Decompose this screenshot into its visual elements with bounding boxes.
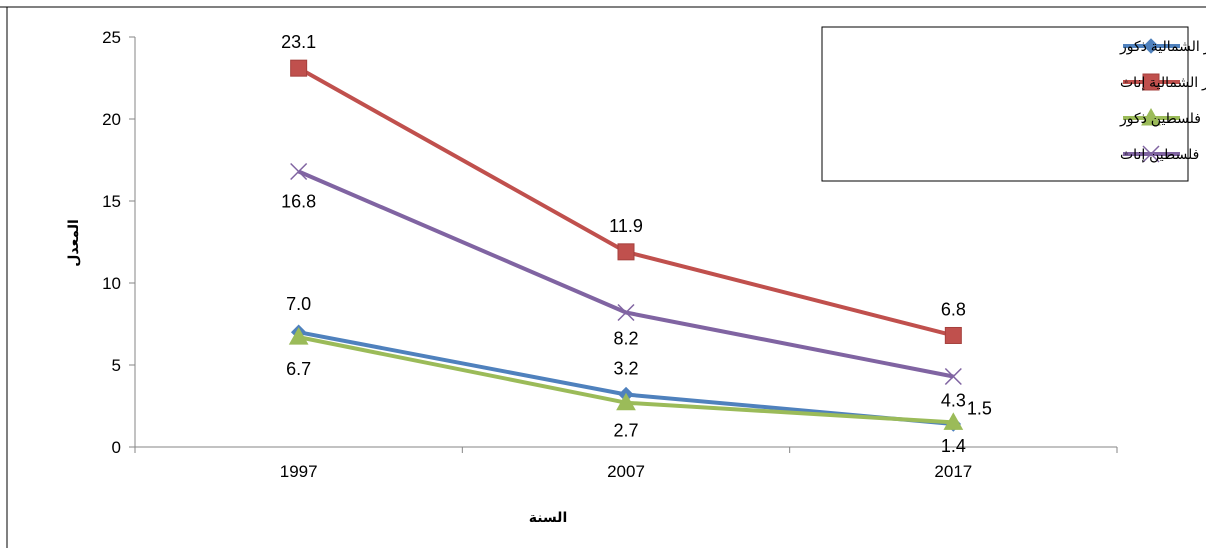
data-label: 4.3 xyxy=(941,390,966,410)
legend-entry-label: فلسطين ذكور xyxy=(1119,110,1201,127)
x-tick-label: 2017 xyxy=(934,462,972,481)
data-label: 1.5 xyxy=(967,398,992,418)
y-tick-label: 10 xyxy=(102,274,121,293)
series-2-point-0 xyxy=(290,328,308,344)
data-label: 7.0 xyxy=(286,294,311,314)
data-label: 1.4 xyxy=(941,436,966,456)
y-axis-title: المعدل xyxy=(65,219,81,267)
data-label: 16.8 xyxy=(281,191,316,211)
legend: محافظة طوباس والأغوار الشمالية ذكور محافظ… xyxy=(822,27,1206,181)
series-1-point-2 xyxy=(945,327,961,343)
legend-entry-label: محافظة طوباس والأغوار الشمالية ذكور xyxy=(1119,37,1206,55)
y-tick-label: 5 xyxy=(112,356,121,375)
y-tick-label: 15 xyxy=(102,192,121,211)
data-label: 11.9 xyxy=(609,216,643,236)
legend-entry-label: فلسطين إناث xyxy=(1120,146,1199,163)
data-label: 3.2 xyxy=(613,359,638,379)
y-tick-label: 20 xyxy=(102,110,121,129)
series-1-point-0 xyxy=(291,60,307,76)
x-tick-label: 1997 xyxy=(280,462,318,481)
x-axis-title: السنة xyxy=(529,509,568,525)
data-label: 6.7 xyxy=(286,359,311,379)
data-label: 23.1 xyxy=(281,32,316,52)
series-3-point-0 xyxy=(291,163,307,179)
y-tick-label: 0 xyxy=(112,438,121,457)
series-1-point-1 xyxy=(618,244,634,260)
data-label: 2.7 xyxy=(613,421,638,441)
data-label: 8.2 xyxy=(613,329,638,349)
x-tick-label: 2007 xyxy=(607,462,645,481)
legend-entry-label: محافظة طوباس والأغوار الشمالية إناث xyxy=(1120,73,1206,91)
data-label: 6.8 xyxy=(941,299,966,319)
y-tick-label: 25 xyxy=(102,28,121,47)
